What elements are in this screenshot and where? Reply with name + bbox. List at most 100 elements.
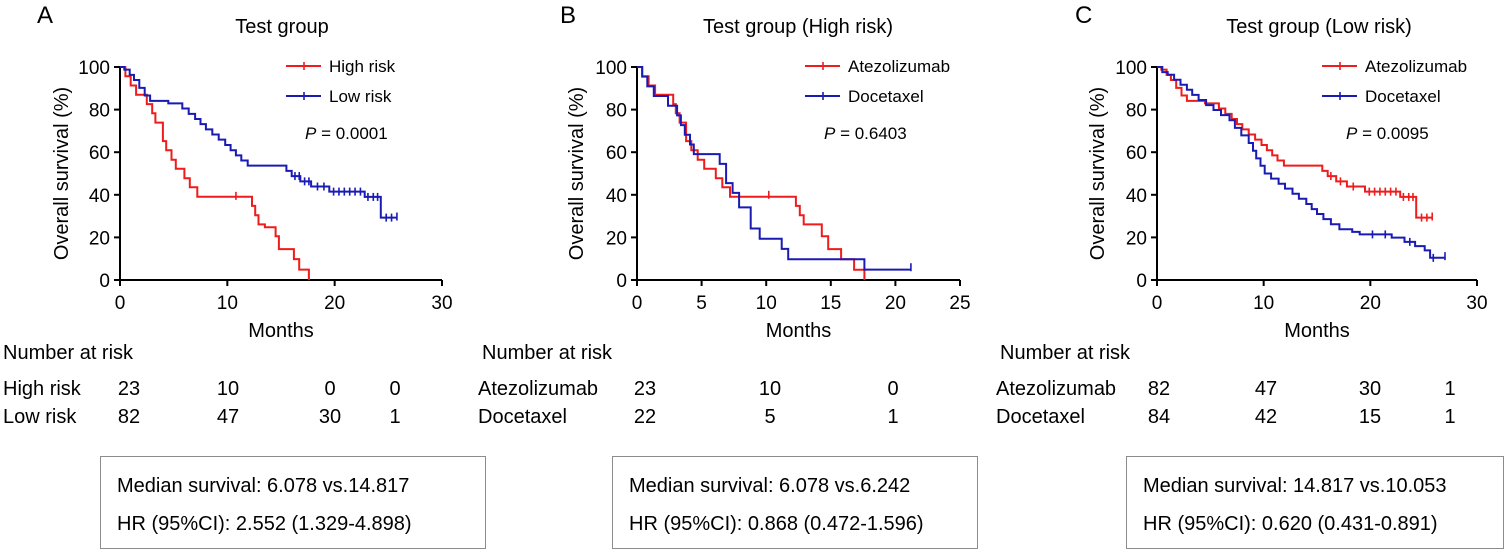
risk-value: 1 [389, 406, 401, 428]
p-value: P = 0.0001 [305, 124, 388, 143]
survival-curve-1 [1157, 66, 1433, 219]
y-axis-label: Overall survival (%) [1087, 87, 1109, 260]
risk-value: 0 [887, 378, 899, 400]
risk-row-label: High risk [3, 378, 81, 400]
risk-row-label: Atezolizumab [478, 378, 599, 400]
y-tick-label: 60 [89, 143, 110, 164]
x-tick-label: 25 [949, 293, 970, 314]
y-tick-label: 60 [606, 143, 627, 164]
x-axis-label: Months [766, 320, 832, 342]
summary-box: Median survival: 14.817 vs.10.053 HR (95… [1126, 456, 1504, 549]
survival-curve-1 [120, 66, 310, 280]
risk-value: 42 [1254, 406, 1278, 428]
risk-row-label: Atezolizumab [996, 378, 1117, 400]
hazard-ratio-text: HR (95%CI): 2.552 (1.329-4.898) [117, 513, 412, 535]
risk-value: 82 [117, 406, 141, 428]
y-tick-label: 0 [616, 271, 627, 292]
hazard-ratio-text: HR (95%CI): 0.620 (0.431-0.891) [1143, 513, 1438, 535]
median-survival-text: Median survival: 6.078 vs.14.817 [117, 475, 410, 497]
x-tick-label: 30 [431, 293, 452, 314]
y-tick-label: 20 [89, 228, 110, 249]
x-tick-label: 0 [632, 293, 643, 314]
risk-row-label: Low risk [3, 406, 77, 428]
risk-value: 47 [1254, 378, 1278, 400]
y-tick-label: 100 [595, 58, 627, 79]
x-tick-label: 10 [756, 293, 777, 314]
risk-value: 23 [117, 378, 141, 400]
x-tick-label: 10 [217, 293, 238, 314]
risk-row-label: Docetaxel [478, 406, 567, 428]
km-plot-a: Test group 0 20 40 60 80 100 0 10 20 30 Months Overa… [51, 16, 453, 342]
median-survival-text: Median survival: 14.817 vs.10.053 [1143, 475, 1447, 497]
median-survival-text: Median survival: 6.078 vs.6.242 [629, 475, 911, 497]
risk-value: 23 [633, 378, 657, 400]
risk-value: 1 [887, 406, 899, 428]
chart-title: Test group (High risk) [703, 16, 893, 38]
p-value-number: = 0.6403 [835, 124, 906, 143]
risk-value: 15 [1358, 406, 1382, 428]
survival-curve-2 [120, 66, 397, 219]
panel-letter: C [1075, 2, 1093, 29]
y-axis-label: Overall survival (%) [566, 87, 588, 260]
risk-table-title: Number at risk [482, 342, 613, 364]
x-tick-label: 10 [1253, 293, 1274, 314]
panel-c: C Test group (Low risk) 0 20 40 60 80 100 0 10 20… [994, 0, 1506, 550]
risk-value: 0 [324, 378, 336, 400]
y-tick-label: 100 [1115, 58, 1147, 79]
p-value-symbol: P [305, 124, 317, 143]
y-tick-label: 40 [606, 186, 627, 207]
x-tick-label: 0 [1152, 293, 1163, 314]
y-tick-label: 60 [1126, 143, 1147, 164]
risk-value: 82 [1147, 378, 1171, 400]
x-tick-label: 5 [696, 293, 707, 314]
legend-label: Low risk [329, 87, 392, 106]
km-plot-b: Test group (High risk) 0 20 40 60 80 100 0 5 10 15… [566, 16, 971, 342]
p-value-number: = 0.0001 [316, 124, 387, 143]
panel-letter: B [560, 2, 577, 29]
x-tick-label: 20 [885, 293, 906, 314]
legend-label: High risk [329, 57, 396, 76]
risk-table-title: Number at risk [1000, 342, 1131, 364]
p-value-symbol: P [824, 124, 836, 143]
risk-value: 10 [758, 378, 782, 400]
panel-letter: A [37, 2, 54, 29]
risk-value: 30 [318, 406, 342, 428]
x-tick-label: 0 [115, 293, 126, 314]
p-value: P = 0.0095 [1346, 124, 1429, 143]
x-axis-label: Months [248, 320, 314, 342]
chart-title: Test group (Low risk) [1226, 16, 1412, 38]
p-value-number: = 0.0095 [1357, 124, 1428, 143]
y-tick-label: 80 [89, 101, 110, 122]
x-tick-label: 20 [1360, 293, 1381, 314]
risk-value: 84 [1147, 406, 1171, 428]
y-tick-label: 40 [89, 186, 110, 207]
summary-box: Median survival: 6.078 vs.14.817 HR (95%… [100, 456, 486, 549]
km-plot-c: Test group (Low risk) 0 20 40 60 80 100 0 10 20 30… [1087, 16, 1488, 342]
legend-label: Atezolizumab [1365, 57, 1467, 76]
p-value-symbol: P [1346, 124, 1358, 143]
y-axis-label: Overall survival (%) [51, 87, 73, 260]
legend-label: Atezolizumab [848, 57, 950, 76]
y-tick-label: 40 [1126, 186, 1147, 207]
survival-curve-1 [637, 66, 866, 280]
summary-box: Median survival: 6.078 vs.6.242 HR (95%C… [612, 456, 978, 549]
risk-value: 22 [633, 406, 657, 428]
y-tick-label: 0 [99, 271, 110, 292]
x-axis-label: Months [1284, 320, 1350, 342]
chart-title: Test group [235, 16, 328, 38]
y-tick-label: 20 [1126, 228, 1147, 249]
x-tick-label: 15 [820, 293, 841, 314]
risk-table-title: Number at risk [3, 342, 134, 364]
legend-label: Docetaxel [1365, 87, 1441, 106]
y-tick-label: 0 [1136, 271, 1147, 292]
x-tick-label: 30 [1466, 293, 1487, 314]
p-value: P = 0.6403 [824, 124, 907, 143]
risk-value: 1 [1444, 406, 1456, 428]
survival-curve-2 [637, 66, 911, 271]
risk-value: 0 [389, 378, 401, 400]
x-tick-label: 20 [324, 293, 345, 314]
y-tick-label: 100 [78, 58, 110, 79]
risk-value: 30 [1358, 378, 1382, 400]
survival-curve-2 [1157, 66, 1445, 259]
risk-row-label: Docetaxel [996, 406, 1085, 428]
